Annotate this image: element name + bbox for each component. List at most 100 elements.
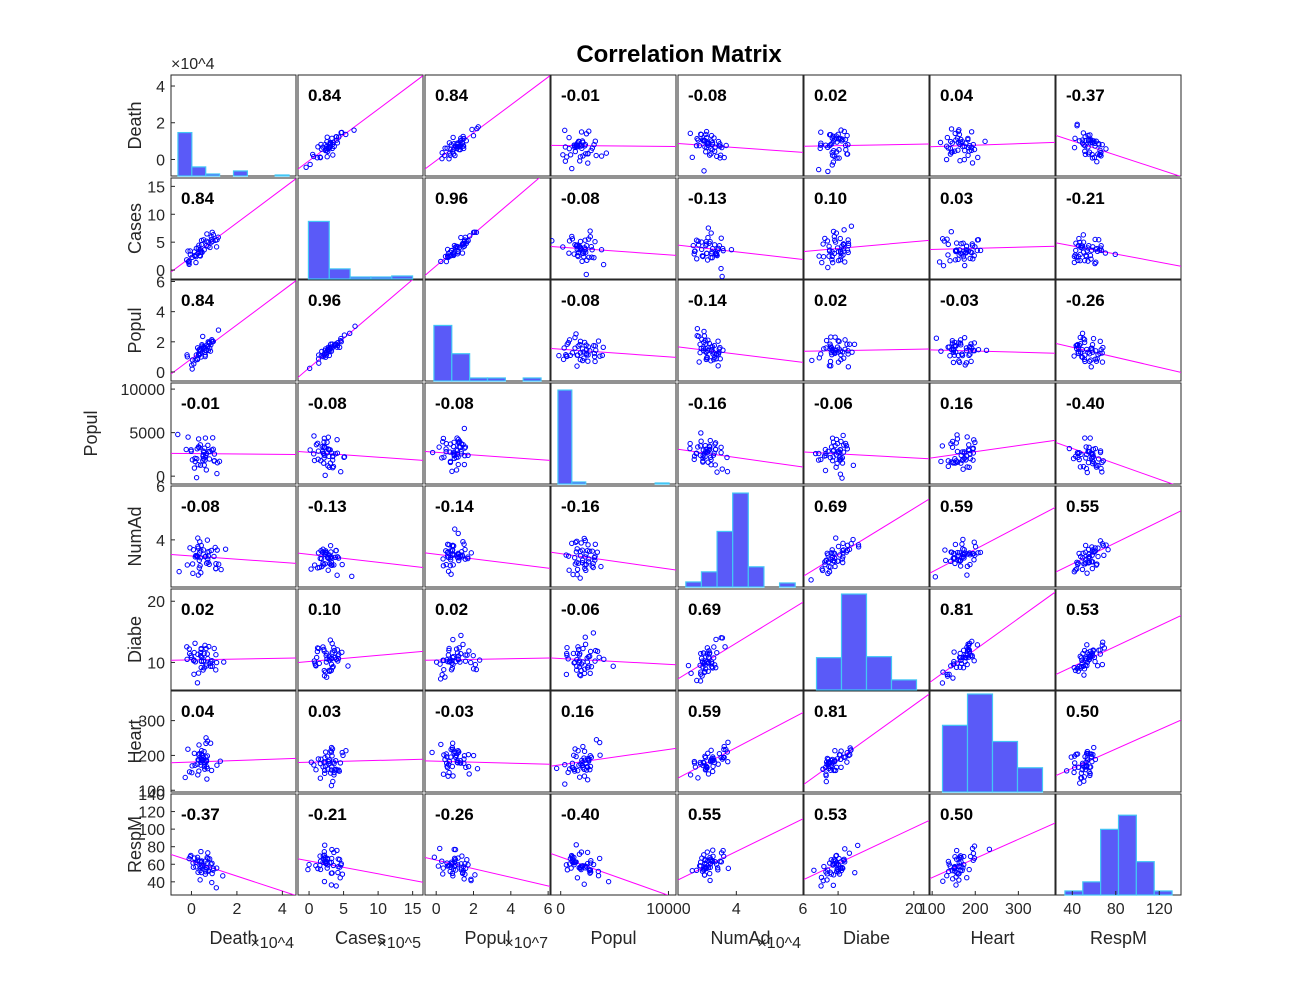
scatter-point: [1086, 242, 1092, 249]
scatter-point: [954, 448, 961, 455]
y-axis-label: Heart: [125, 719, 145, 763]
correlation-label: -0.08: [561, 189, 600, 208]
scatter-point: [436, 444, 442, 450]
scatter-point: [1089, 341, 1096, 348]
scatter-point: [850, 462, 857, 469]
panel-frame: [424, 177, 551, 280]
scatter-group: [298, 842, 423, 889]
correlation-label: -0.01: [561, 86, 600, 105]
scatter-point: [719, 273, 725, 279]
scatter-point: [1081, 666, 1088, 672]
fit-line: [1056, 134, 1181, 176]
fit-line: [425, 856, 550, 887]
scatter-point: [837, 471, 844, 477]
scatter-point: [198, 241, 205, 248]
scatter-point: [579, 145, 585, 152]
scatter-point: [840, 432, 846, 439]
scatter-point: [563, 862, 570, 868]
correlation-label: 0.16: [940, 394, 973, 413]
y-axis-label: Diabe: [125, 616, 145, 663]
scatter-point: [455, 436, 462, 443]
scatter-point: [334, 572, 340, 578]
scatter-point: [702, 754, 709, 761]
scatter-point: [341, 454, 348, 460]
scatter-point: [820, 766, 826, 772]
fit-line: [171, 553, 296, 564]
scatter-point: [582, 757, 588, 763]
scatter-point: [977, 549, 984, 556]
scatter-point: [580, 645, 586, 652]
scatter-point: [1081, 336, 1088, 343]
scatter-point: [840, 547, 847, 553]
scatter-point: [836, 855, 842, 862]
panel-r6-c1: 0.03: [297, 690, 424, 793]
panel-r2-c1: 0.96: [297, 279, 424, 382]
scatter-point: [182, 774, 188, 781]
scatter-point: [321, 878, 328, 885]
scatter-group: [171, 280, 296, 375]
scatter-point: [838, 127, 844, 133]
scatter-point: [589, 548, 596, 554]
scatter-point: [320, 460, 327, 466]
panel-r4-c7: 0.55: [1055, 485, 1182, 588]
scatter-point: [450, 773, 456, 779]
scatter-group: [1056, 510, 1181, 576]
scatter-point: [710, 853, 716, 860]
scatter-point: [844, 759, 850, 765]
scatter-point: [328, 855, 335, 862]
scatter-point: [713, 636, 719, 643]
scatter-point: [1094, 663, 1101, 669]
scatter-point: [449, 763, 456, 770]
scatter-point: [838, 748, 844, 754]
scatter-point: [320, 859, 326, 865]
scatter-point: [938, 458, 944, 465]
scatter-point: [1079, 566, 1086, 573]
scatter-point: [577, 154, 584, 160]
histogram-bar: [966, 693, 994, 793]
panel-frame: [550, 690, 677, 793]
scatter-group: [930, 126, 1055, 166]
scatter-point: [694, 325, 701, 332]
scatter-point: [945, 458, 951, 464]
scatter-point: [574, 571, 580, 578]
scatter-point: [303, 164, 309, 170]
scatter-point: [836, 155, 842, 161]
scatter-point: [325, 446, 331, 452]
panel-r0-c2: 0.84: [424, 74, 551, 177]
scatter-point: [601, 656, 607, 663]
scatter-point: [945, 241, 951, 248]
fit-line: [1056, 342, 1181, 373]
scatter-point: [447, 562, 454, 569]
scatter-point: [701, 168, 707, 174]
scatter-point: [714, 865, 721, 871]
scatter-point: [717, 356, 723, 362]
scatter-point: [447, 557, 454, 563]
scatter-point: [591, 342, 597, 349]
scatter-point: [184, 352, 190, 358]
scatter-point: [208, 234, 214, 240]
correlation-label: -0.16: [688, 394, 727, 413]
scatter-point: [460, 641, 466, 648]
scatter-point: [449, 552, 456, 558]
scatter-point: [840, 449, 847, 455]
scatter-point: [825, 168, 831, 175]
scatter-point: [574, 650, 581, 656]
x-tick-label: 15: [404, 901, 422, 918]
scatter-point: [709, 665, 716, 671]
panel-r1-c2: 0.96: [424, 177, 551, 280]
scatter-point: [203, 740, 209, 747]
scatter-point: [944, 673, 951, 679]
scatter-point: [715, 351, 722, 357]
scatter-group: [1056, 121, 1181, 176]
scatter-point: [452, 846, 459, 853]
scatter-point: [835, 338, 841, 344]
scatter-point: [1100, 639, 1106, 645]
histogram-bar: [451, 353, 471, 382]
scatter-point: [1087, 653, 1093, 659]
scatter-point: [198, 645, 204, 652]
scatter-point: [329, 457, 336, 463]
scatter-point: [335, 856, 341, 862]
scatter-point: [318, 141, 324, 148]
histogram-bar: [700, 571, 718, 588]
y-axis-label: Popul: [125, 307, 145, 353]
